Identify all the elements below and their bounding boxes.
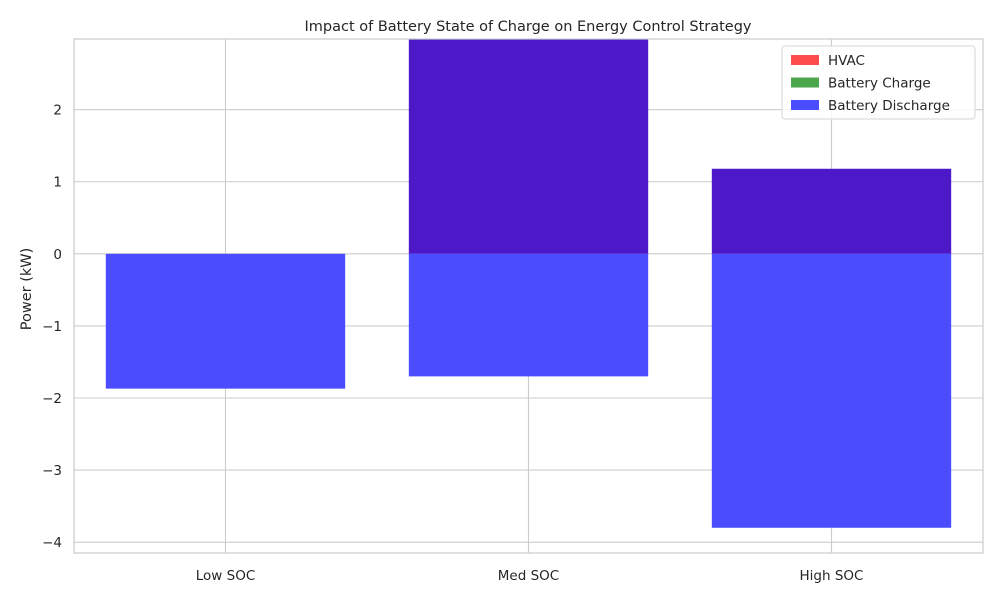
bar-battery-discharge (105, 253, 346, 389)
bar-hvac-battery-charge (711, 168, 952, 254)
bar-battery-discharge (408, 253, 649, 377)
bar-hvac-battery-charge (408, 39, 649, 254)
x-tick-label: High SOC (800, 568, 864, 584)
x-ticks: Low SOC Med SOC High SOC (196, 568, 864, 584)
x-tick-label: Low SOC (196, 568, 256, 584)
legend-swatch (791, 55, 819, 65)
legend-box (781, 45, 976, 120)
y-tick-label: −2 (42, 391, 62, 407)
legend-label: Battery Charge (828, 76, 931, 92)
legend-label: Battery Discharge (828, 98, 950, 114)
y-axis-label: Power (kW) (19, 248, 35, 331)
x-tick-label: Med SOC (498, 568, 559, 584)
chart-title: Impact of Battery State of Charge on Ene… (304, 19, 751, 35)
bar-battery-discharge (711, 253, 952, 528)
legend: HVAC Battery Charge Battery Discharge (781, 45, 976, 120)
y-tick-label: 2 (53, 103, 62, 119)
legend-swatch (791, 77, 819, 88)
y-tick-label: −1 (42, 319, 62, 335)
bars (105, 39, 952, 528)
y-ticks: −4 −3 −2 −1 0 1 2 (42, 103, 62, 552)
legend-swatch (791, 100, 819, 110)
axes-border (73, 38, 984, 554)
plot-frame (73, 38, 984, 554)
y-tick-label: 1 (53, 175, 62, 191)
y-tick-label: −3 (42, 463, 62, 479)
y-tick-label: 0 (53, 247, 62, 263)
y-tick-label: −4 (42, 535, 62, 551)
legend-label: HVAC (828, 53, 865, 69)
